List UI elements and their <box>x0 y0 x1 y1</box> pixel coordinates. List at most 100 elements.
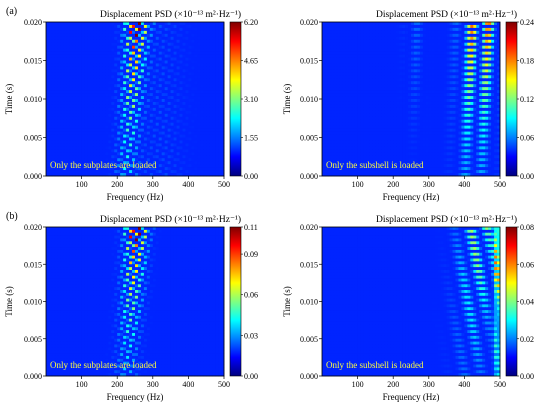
heatmap-cell <box>419 48 424 52</box>
heatmap-cell <box>140 63 145 67</box>
heatmap-cell <box>105 81 109 85</box>
heatmap-cell <box>137 69 142 73</box>
heatmap-cell <box>69 93 74 97</box>
heatmap-cell <box>149 152 154 156</box>
heatmap-cell <box>185 99 189 103</box>
heatmap-cell <box>137 149 142 153</box>
heatmap-cell <box>470 54 474 58</box>
y-tick-label: 0.020 <box>24 18 42 27</box>
heatmap-cell <box>69 87 74 91</box>
heatmap-cell <box>167 104 171 109</box>
heatmap-cell <box>369 72 373 76</box>
heatmap-cell <box>390 93 394 97</box>
heatmap-cell <box>140 57 145 61</box>
heatmap-cell <box>54 146 59 150</box>
heatmap-cell <box>84 99 88 103</box>
heatmap-cell <box>194 99 198 103</box>
heatmap-cell <box>140 104 145 109</box>
heatmap-cell <box>123 39 127 44</box>
heatmap-cell <box>188 128 192 132</box>
heatmap-cell <box>411 42 415 47</box>
heatmap-cell <box>209 99 213 103</box>
heatmap-cell <box>366 57 370 61</box>
heatmap-cell <box>452 60 456 64</box>
heatmap-cell <box>167 164 171 168</box>
heatmap-cell <box>197 122 201 126</box>
heatmap-cell <box>324 33 329 38</box>
heatmap-cell <box>164 78 168 82</box>
heatmap-cell <box>363 101 367 106</box>
heatmap-cell <box>485 27 489 32</box>
heatmap-cell <box>185 36 189 41</box>
heatmap-cell <box>90 96 94 100</box>
heatmap-cell <box>54 128 59 132</box>
heatmap-cell <box>72 125 77 129</box>
heatmap-cell <box>402 51 406 55</box>
heatmap-cell <box>96 119 100 124</box>
heatmap-cell <box>425 101 430 106</box>
heatmap-cell <box>491 90 495 94</box>
heatmap-cell <box>185 104 189 109</box>
heatmap-cell <box>99 128 103 132</box>
heatmap-cell <box>479 57 483 61</box>
heatmap-cell <box>96 104 100 109</box>
heatmap-cell <box>200 155 204 159</box>
heatmap-cell <box>60 87 65 91</box>
heatmap-cell <box>57 27 62 32</box>
heatmap-cell <box>129 27 133 32</box>
heatmap-cell <box>327 42 332 47</box>
heatmap-cell <box>482 30 486 35</box>
heatmap-cell <box>369 42 373 47</box>
heatmap-cell <box>120 30 124 35</box>
heatmap-cell <box>185 164 189 168</box>
heatmap-cell <box>96 99 100 103</box>
heatmap-cell <box>327 81 332 85</box>
heatmap-cell <box>491 42 495 47</box>
heatmap-cell <box>402 36 406 41</box>
heatmap-cell <box>69 152 74 156</box>
heatmap-cell <box>443 84 447 88</box>
heatmap-cell <box>72 146 77 150</box>
heatmap-cell <box>69 48 74 52</box>
heatmap-cell <box>93 101 97 106</box>
heatmap-cell <box>176 99 180 103</box>
heatmap-cell <box>81 134 85 138</box>
heatmap-cell <box>99 60 103 64</box>
heatmap-cell <box>161 125 166 129</box>
heatmap-cell <box>194 137 198 141</box>
heatmap-cell <box>99 27 103 32</box>
heatmap-cell <box>96 101 100 106</box>
heatmap-cell <box>449 99 453 103</box>
heatmap-cell <box>135 60 139 64</box>
heatmap-cell <box>381 33 385 38</box>
heatmap-cell <box>221 22 225 26</box>
heatmap-cell <box>408 57 412 61</box>
heatmap-cell <box>102 164 106 168</box>
heatmap-cell <box>111 155 115 159</box>
heatmap-cell <box>158 125 163 129</box>
heatmap-cell <box>63 116 68 121</box>
heatmap-cell <box>422 69 427 73</box>
heatmap-cell <box>419 110 424 115</box>
heatmap-cell <box>46 60 50 64</box>
heatmap-cell <box>372 42 376 47</box>
heatmap-cell <box>96 140 100 144</box>
heatmap-cell <box>152 119 157 124</box>
heatmap-cell <box>114 42 118 47</box>
heatmap-cell <box>57 173 62 177</box>
heatmap-cell <box>66 99 71 103</box>
heatmap-cell <box>455 60 459 64</box>
heatmap-cell <box>399 107 403 112</box>
heatmap-cell <box>93 48 97 52</box>
heatmap-cell <box>126 122 130 126</box>
heatmap-cell <box>203 81 207 85</box>
heatmap-cell <box>129 24 133 29</box>
heatmap-cell <box>57 48 62 52</box>
heatmap-cell <box>348 84 353 88</box>
heatmap-cell <box>176 167 180 171</box>
heatmap-cell <box>360 42 364 47</box>
heatmap-cell <box>482 93 486 97</box>
heatmap-cell <box>155 110 160 115</box>
heatmap-cell <box>437 104 442 109</box>
heatmap-cell <box>197 158 201 162</box>
